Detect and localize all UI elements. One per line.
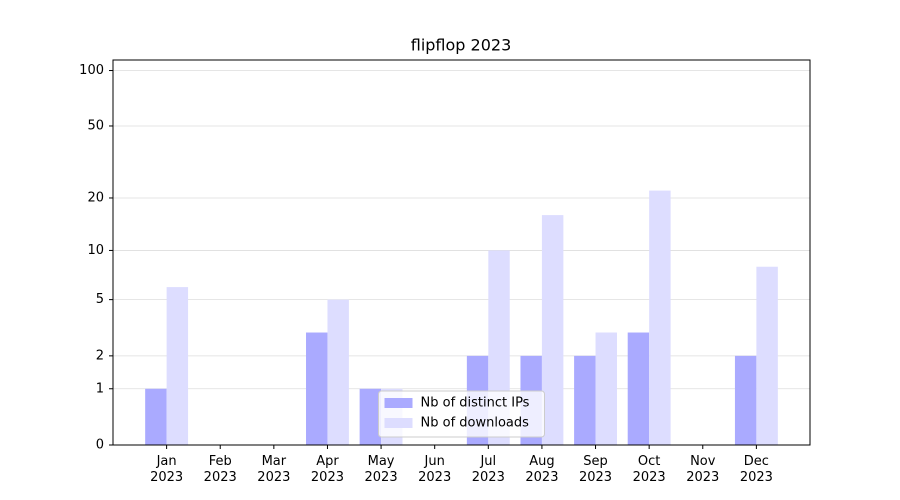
x-tick-label: Jun 2023	[418, 454, 451, 485]
bar	[574, 355, 596, 445]
bar	[306, 332, 328, 445]
y-tick-label: 5	[96, 292, 104, 307]
y-tick-label: 10	[87, 243, 104, 258]
x-tick-label: Nov 2023	[686, 454, 719, 485]
x-tick-label: Mar 2023	[257, 454, 290, 485]
bar	[359, 388, 382, 445]
chart-title: flipflop 2023	[411, 36, 512, 55]
bar	[595, 332, 617, 445]
x-tick-label: Dec 2023	[740, 454, 773, 485]
y-tick-label: 0	[96, 438, 104, 453]
y-tick-label: 1	[96, 381, 104, 396]
bar	[145, 388, 167, 445]
x-tick-label: Sep 2023	[579, 454, 612, 485]
y-tick-label: 2	[96, 348, 104, 363]
x-tick-label: Jul 2023	[472, 454, 505, 485]
bar	[166, 287, 189, 445]
legend-label: Nb of downloads	[421, 416, 530, 431]
x-tick-label: May 2023	[365, 454, 398, 485]
x-tick-label: Feb 2023	[204, 454, 237, 485]
bar	[649, 190, 671, 445]
plot-frame	[112, 59, 811, 446]
legend-label: Nb of distinct IPs	[421, 396, 530, 411]
legend-box	[378, 390, 545, 438]
legend-swatch	[384, 418, 413, 428]
legend-swatch	[384, 398, 413, 408]
bar	[756, 266, 778, 445]
bar	[627, 332, 650, 445]
y-tick-label: 20	[87, 190, 104, 205]
x-tick-label: Jan 2023	[150, 454, 183, 485]
bar	[734, 355, 757, 445]
bar	[541, 215, 564, 445]
y-tick-label: 100	[79, 63, 104, 78]
x-tick-label: Aug 2023	[525, 454, 558, 485]
y-tick-label: 50	[87, 118, 104, 133]
bar	[327, 299, 349, 445]
x-tick-label: Oct 2023	[633, 454, 666, 485]
x-tick-label: Apr 2023	[311, 454, 344, 485]
